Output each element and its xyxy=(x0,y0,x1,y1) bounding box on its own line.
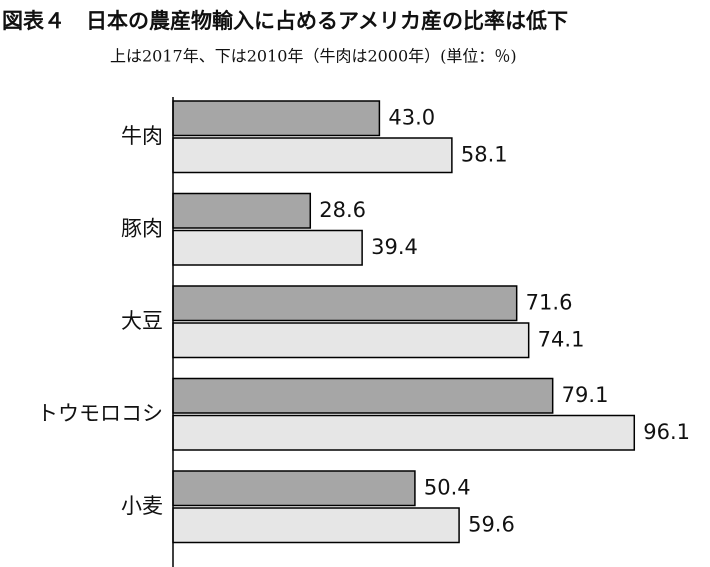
bar xyxy=(172,229,363,266)
value-label: 39.4 xyxy=(371,235,418,259)
value-label: 74.1 xyxy=(538,327,585,351)
category-label: 豚肉 xyxy=(121,216,163,240)
bar xyxy=(172,507,460,544)
bar xyxy=(172,100,381,137)
bar xyxy=(172,377,554,414)
value-label: 71.6 xyxy=(526,290,573,314)
value-label: 43.0 xyxy=(388,105,435,129)
bar xyxy=(172,414,636,451)
value-label: 96.1 xyxy=(643,420,690,444)
chart-subtitle: 上は2017年、下は2010年（牛肉は2000年）(単位：％) xyxy=(110,47,517,66)
bar xyxy=(172,470,416,507)
value-label: 79.1 xyxy=(562,383,609,407)
bar xyxy=(172,192,312,229)
bar xyxy=(172,322,530,359)
category-label: トウモロコシ xyxy=(37,401,163,425)
value-label: 50.4 xyxy=(424,475,471,499)
chart-title: 図表４ 日本の農産物輸入に占めるアメリカ産の比率は低下 xyxy=(2,9,568,33)
bar xyxy=(172,285,518,322)
bar xyxy=(172,137,453,174)
value-label: 28.6 xyxy=(319,198,366,222)
value-label: 59.6 xyxy=(468,512,515,536)
category-label: 牛肉 xyxy=(121,124,163,148)
category-label: 小麦 xyxy=(121,494,163,518)
value-label: 58.1 xyxy=(461,142,508,166)
category-label: 大豆 xyxy=(121,309,163,333)
